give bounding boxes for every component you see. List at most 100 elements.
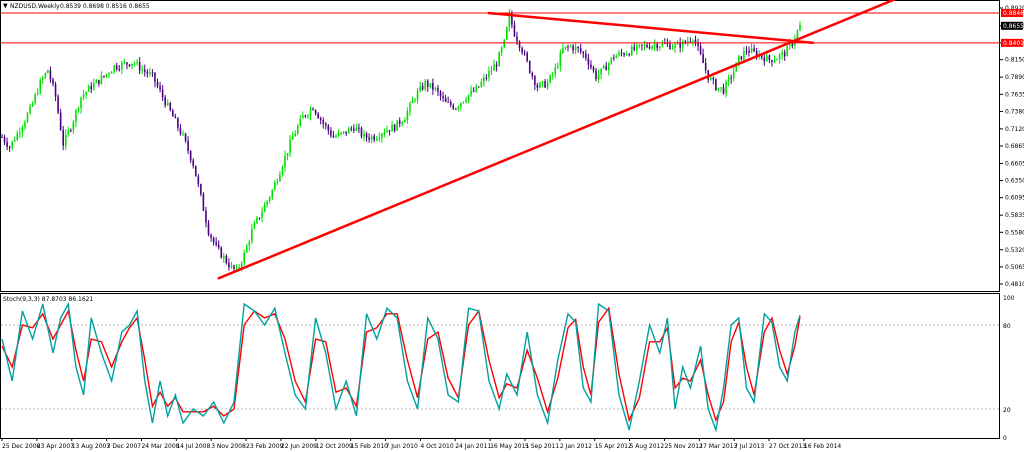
price-tick-label: 0.8920 xyxy=(1005,5,1024,12)
candle xyxy=(205,206,207,228)
candle xyxy=(342,131,345,135)
candle xyxy=(602,65,605,70)
candle xyxy=(296,123,299,136)
candle xyxy=(294,130,296,137)
price-tag: 0.8655 xyxy=(1001,21,1024,30)
candle xyxy=(273,180,276,191)
candle xyxy=(781,49,783,60)
candle xyxy=(607,61,610,76)
candle xyxy=(406,107,409,124)
candle xyxy=(345,131,347,137)
candle xyxy=(332,130,335,138)
x-tick-label: 5 Sep 2011 xyxy=(525,443,559,450)
x-tick-label: 4 Oct 2010 xyxy=(420,443,453,450)
candle xyxy=(302,111,304,119)
candle xyxy=(730,74,732,84)
candle xyxy=(126,61,128,70)
candle xyxy=(19,127,21,139)
candle xyxy=(383,128,386,138)
symbol-label: NZDUSD,Weekly xyxy=(10,3,60,10)
x-tick-label: 24 Jan 2011 xyxy=(455,443,491,450)
candle xyxy=(177,117,179,132)
trendlines[interactable] xyxy=(217,0,916,280)
candle xyxy=(368,133,370,143)
candle xyxy=(161,84,164,101)
candle xyxy=(118,64,121,72)
candle xyxy=(579,43,582,55)
candle xyxy=(467,94,470,104)
candle xyxy=(722,83,725,95)
x-tick-label: 27 Oct 2013 xyxy=(769,443,806,450)
candle xyxy=(727,74,730,87)
candle xyxy=(113,64,115,75)
candle xyxy=(330,127,332,138)
candle xyxy=(755,47,758,60)
candle xyxy=(13,136,16,143)
candle xyxy=(472,87,475,93)
resistance-trendline[interactable] xyxy=(487,11,814,45)
candle xyxy=(745,46,748,55)
candle xyxy=(337,129,340,138)
candle xyxy=(154,72,156,88)
candle xyxy=(480,78,483,88)
candle xyxy=(307,113,309,119)
candle xyxy=(753,44,755,53)
candle xyxy=(299,115,302,127)
x-tick-label: 16 May 2011 xyxy=(490,443,529,450)
candle xyxy=(324,121,327,130)
candle xyxy=(534,74,536,91)
candle xyxy=(551,71,554,80)
candle xyxy=(786,43,789,57)
candle xyxy=(319,116,322,125)
candle xyxy=(429,82,432,89)
candle xyxy=(31,101,34,107)
candle xyxy=(388,130,391,136)
support-trendline[interactable] xyxy=(217,0,916,280)
candle xyxy=(67,126,70,138)
candle xyxy=(773,55,776,64)
candle xyxy=(638,43,641,49)
candle xyxy=(582,50,585,59)
candle xyxy=(355,123,358,132)
candle xyxy=(740,56,743,61)
candle xyxy=(562,43,564,54)
candle xyxy=(442,91,444,102)
x-tick-label: 13 Aug 2007 xyxy=(72,443,111,450)
stoch-tick-label: 20 xyxy=(1003,407,1011,414)
candle xyxy=(75,108,77,128)
x-tick-label: 16 Feb 2014 xyxy=(804,443,842,450)
candle xyxy=(669,40,671,50)
candle xyxy=(131,63,133,70)
candle xyxy=(544,78,546,89)
candle xyxy=(421,82,424,91)
candle xyxy=(121,60,123,75)
candle xyxy=(460,102,462,111)
candle xyxy=(477,86,480,88)
x-tick-label: 23 Apr 2007 xyxy=(37,443,74,450)
candle xyxy=(182,130,184,137)
candle xyxy=(146,69,149,78)
candle xyxy=(597,69,600,84)
price-tag-label: 0.8401 xyxy=(1003,40,1024,47)
candle xyxy=(470,85,472,98)
candle xyxy=(54,81,57,102)
candle xyxy=(172,108,174,117)
x-tick-label: 3 Dec 2007 xyxy=(107,443,142,450)
candle xyxy=(694,35,697,47)
candle xyxy=(605,61,608,71)
candle xyxy=(531,71,534,80)
candle xyxy=(564,46,567,51)
candle xyxy=(34,92,36,105)
candle xyxy=(799,20,801,32)
candle xyxy=(587,53,590,70)
candle xyxy=(763,54,766,66)
candle xyxy=(549,74,551,84)
candle xyxy=(444,94,447,103)
candle xyxy=(447,96,449,103)
candle xyxy=(314,109,317,116)
candle xyxy=(276,178,279,186)
candle xyxy=(391,121,393,132)
menu-arrow-icon[interactable]: ▼ xyxy=(3,3,8,10)
candle xyxy=(156,78,159,89)
candle xyxy=(62,125,64,151)
